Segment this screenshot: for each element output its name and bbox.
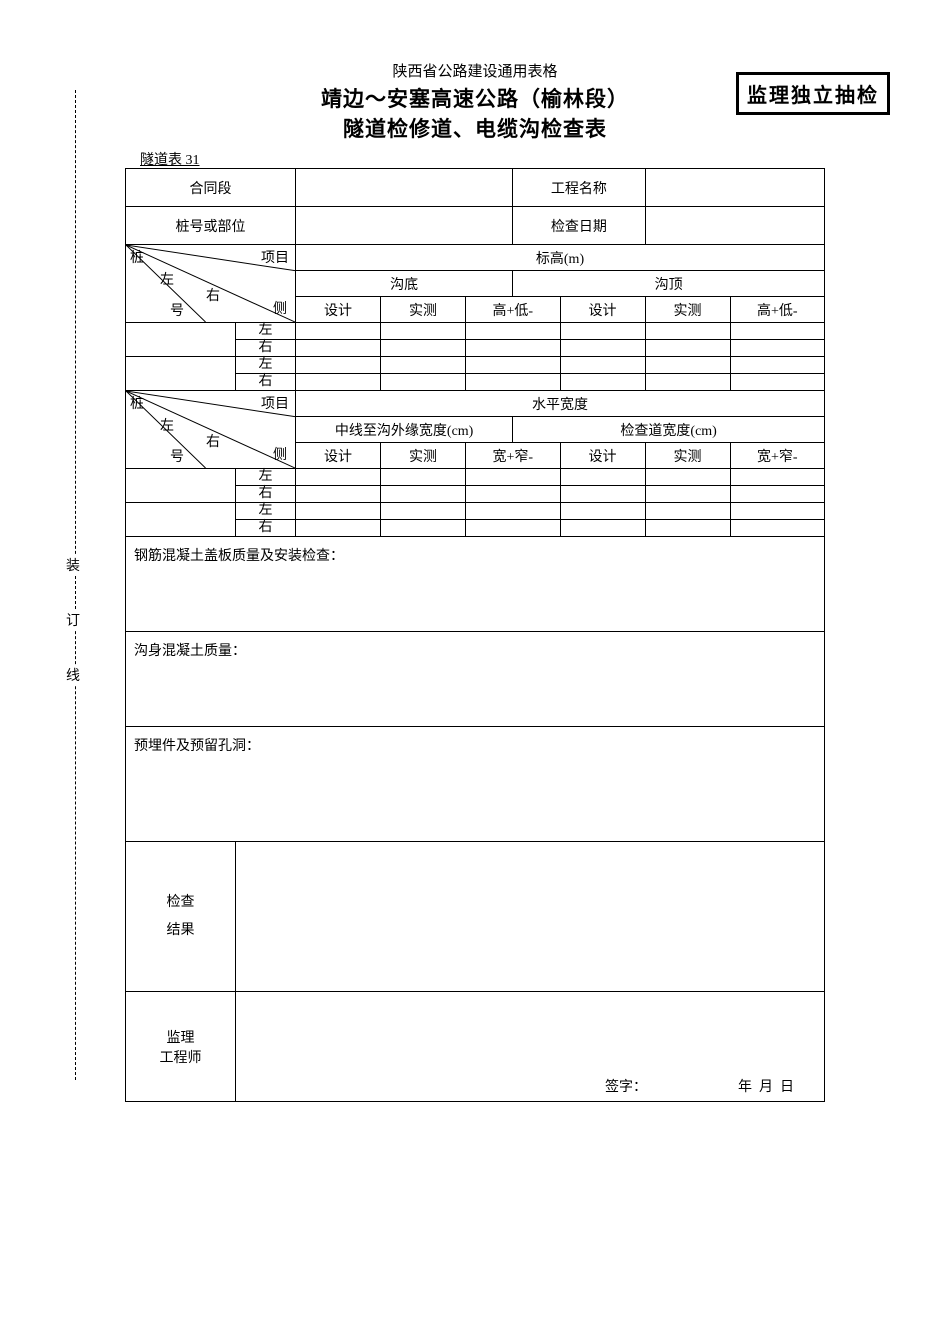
header-bold-2: 隧道检修道、电缆沟检查表 [60, 113, 890, 143]
s1c2: 实测 [381, 297, 466, 323]
pile4[interactable] [126, 503, 236, 537]
check-date-label: 检查日期 [513, 207, 645, 245]
project-name-value[interactable] [645, 169, 825, 207]
engineer-label: 监理 工程师 [126, 992, 236, 1102]
stamp-text: 监理独立抽检 [747, 85, 879, 107]
binding-char-1: 装 [66, 555, 80, 575]
elevation-header: 标高(m) [296, 245, 825, 271]
cover-plate-check[interactable]: 钢筋混凝土盖板质量及安装检查： [126, 537, 825, 632]
centerline-width: 中线至沟外缘宽度(cm) [296, 417, 513, 443]
table-number: 隧道表 31 [140, 149, 890, 169]
s1c3: 高+低- [466, 297, 561, 323]
binding-line [75, 90, 76, 1080]
trench-concrete[interactable]: 沟身混凝土质量： [126, 632, 825, 727]
project-name-label: 工程名称 [513, 169, 645, 207]
binding-char-2: 订 [66, 610, 80, 630]
binding-char-3: 线 [66, 665, 80, 685]
contract-section-label: 合同段 [126, 169, 296, 207]
result-label: 检查 结果 [126, 842, 236, 992]
pile2[interactable] [126, 357, 236, 391]
pile3[interactable] [126, 469, 236, 503]
result-value[interactable] [236, 842, 825, 992]
contract-section-value[interactable] [296, 169, 513, 207]
s1c1: 设计 [296, 297, 381, 323]
trench-top: 沟顶 [513, 271, 825, 297]
s1c5: 实测 [645, 297, 730, 323]
pile1[interactable] [126, 323, 236, 357]
s1c6: 高+低- [730, 297, 825, 323]
width-header: 水平宽度 [296, 391, 825, 417]
pile-number-label: 桩号或部位 [126, 207, 296, 245]
inspection-table: 合同段 工程名称 桩号或部位 检查日期 项目 桩 左 右 号 侧 标高(m) 沟… [125, 168, 825, 1102]
side-l: 左 [236, 323, 296, 340]
stamp-box: 监理独立抽检 [736, 72, 890, 115]
pile-number-value[interactable] [296, 207, 513, 245]
check-date-value[interactable] [645, 207, 825, 245]
diagonal-header-2: 项目 桩 左 右 号 侧 [126, 391, 296, 469]
inspection-width: 检查道宽度(cm) [513, 417, 825, 443]
engineer-value[interactable] [236, 992, 825, 1072]
s1c4: 设计 [560, 297, 645, 323]
side-r: 右 [236, 340, 296, 357]
trench-bottom: 沟底 [296, 271, 513, 297]
signature-line[interactable]: 签字： 年 月 日 [236, 1072, 825, 1102]
diagonal-header-1: 项目 桩 左 右 号 侧 [126, 245, 296, 323]
embedded-parts[interactable]: 预埋件及预留孔洞： [126, 727, 825, 842]
